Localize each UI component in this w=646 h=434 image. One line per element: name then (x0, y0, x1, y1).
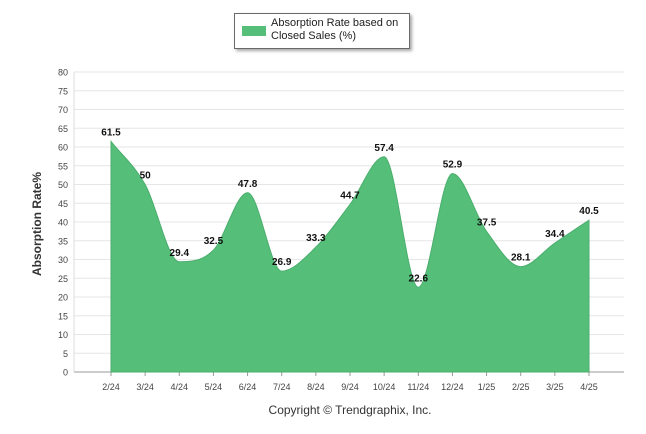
y-tick-label: 30 (58, 255, 68, 265)
x-tick-label: 4/25 (580, 382, 598, 392)
series-area (110, 139, 590, 373)
x-tick-label: 12/24 (441, 382, 464, 392)
data-label: 28.1 (511, 253, 531, 264)
legend-swatch (242, 26, 266, 36)
x-tick-label: 3/24 (136, 382, 154, 392)
data-point (520, 266, 522, 268)
y-tick-label: 10 (58, 330, 68, 340)
data-label: 33.3 (306, 233, 326, 244)
data-point (110, 140, 112, 142)
data-point (212, 249, 214, 251)
y-tick-label: 75 (58, 86, 68, 96)
x-tick-label: 7/24 (273, 382, 291, 392)
data-point (178, 261, 180, 263)
data-label: 44.7 (340, 190, 360, 201)
x-tick-label: 10/24 (373, 382, 396, 392)
data-point (247, 192, 249, 194)
data-point (315, 246, 317, 248)
data-point (383, 156, 385, 158)
data-point (554, 242, 556, 244)
legend: Absorption Rate based on Closed Sales (%… (234, 13, 410, 49)
y-axis-title: Absorption Rate% (30, 171, 44, 277)
y-tick-label: 60 (58, 143, 68, 153)
x-tick-label: 2/25 (512, 382, 530, 392)
data-point (588, 219, 590, 221)
data-label: 52.9 (443, 160, 463, 171)
data-label: 47.8 (238, 179, 258, 190)
data-labels: 61.5 50 29.4 32.5 47.8 26.9 33.3 44.7 57.4 22.6 52… (101, 127, 599, 288)
x-tick-label: 1/25 (478, 382, 496, 392)
x-tick-label: 11/24 (407, 382, 429, 392)
x-tick-label: 2/24 (102, 382, 120, 392)
data-label: 26.9 (272, 257, 292, 268)
data-point (417, 286, 419, 288)
copyright-text: Copyright © Trendgraphix, Inc. (268, 403, 432, 417)
data-label: 50 (140, 171, 152, 182)
y-tick-label: 70 (58, 105, 68, 115)
data-point (451, 173, 453, 175)
data-label: 22.6 (409, 273, 429, 284)
y-tick-label: 0 (63, 368, 68, 378)
x-tick-label: 3/25 (546, 382, 564, 392)
y-tick-label: 55 (58, 161, 68, 171)
y-tick-label: 80 (58, 68, 68, 78)
y-tick-label: 15 (58, 311, 68, 321)
data-label: 37.5 (477, 217, 497, 228)
y-tick-label: 20 (58, 293, 68, 303)
data-label: 32.5 (204, 236, 224, 247)
y-tick-label: 25 (58, 274, 68, 284)
x-tick-label: 8/24 (307, 382, 325, 392)
data-point (486, 230, 488, 232)
data-point (281, 270, 283, 272)
y-tick-label: 40 (58, 218, 68, 228)
data-label: 29.4 (170, 248, 190, 259)
x-tick-label: 9/24 (341, 382, 359, 392)
y-tick-label: 35 (58, 236, 68, 246)
x-tick-label: 6/24 (239, 382, 257, 392)
y-tick-label: 50 (58, 180, 68, 190)
y-tick-label: 5 (63, 349, 68, 359)
x-tick-label: 4/24 (171, 382, 189, 392)
data-label: 40.5 (579, 206, 599, 217)
series-area-path (110, 139, 590, 373)
legend-label: Absorption Rate based on Closed Sales (%… (271, 17, 399, 42)
x-tick-label: 5/24 (205, 382, 223, 392)
data-label: 61.5 (101, 127, 121, 138)
data-label: 34.4 (545, 229, 565, 240)
data-label: 57.4 (374, 143, 394, 154)
y-tick-label: 45 (58, 199, 68, 209)
data-point (349, 203, 351, 205)
y-tick-label: 65 (58, 124, 68, 134)
y-axis: 0 5 10 15 20 25 30 35 40 45 50 55 60 65 70 75 80 (58, 68, 68, 378)
data-point (144, 184, 146, 185)
